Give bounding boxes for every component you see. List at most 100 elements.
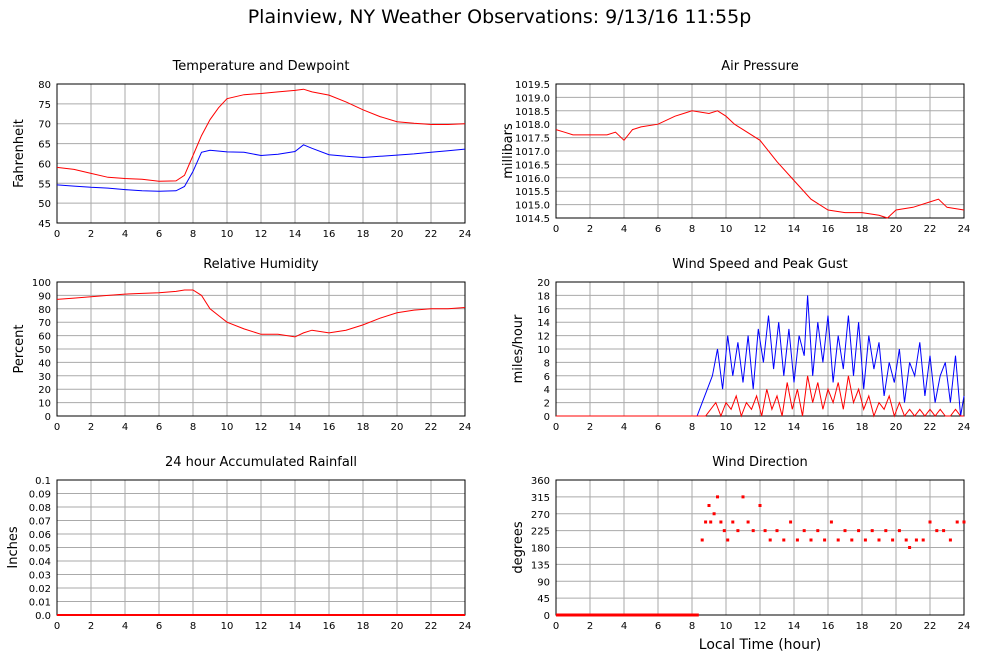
y-tick-label: 20 xyxy=(38,385,51,396)
direction-point xyxy=(921,538,925,542)
y-tick-label: 6 xyxy=(544,372,550,383)
x-tick-label: 8 xyxy=(190,229,196,240)
y-tick-label: 90 xyxy=(537,577,550,588)
x-tick-label: 0 xyxy=(553,224,559,235)
x-tick-label: 4 xyxy=(122,229,128,240)
direction-point xyxy=(704,520,708,524)
direction-point xyxy=(802,529,806,533)
x-tick-label: 20 xyxy=(890,422,903,433)
y-tick-label: 270 xyxy=(531,510,550,521)
chart-title: Wind Speed and Peak Gust xyxy=(672,257,847,272)
y-tick-label: 55 xyxy=(38,179,51,190)
y-tick-label: 1015.0 xyxy=(515,201,550,212)
x-tick-label: 8 xyxy=(689,621,695,632)
direction-point xyxy=(719,520,723,524)
direction-point xyxy=(843,529,847,533)
y-tick-label: 1018.0 xyxy=(515,120,550,131)
direction-point xyxy=(775,529,779,533)
x-tick-label: 20 xyxy=(890,621,903,632)
y-tick-label: 1015.5 xyxy=(515,187,550,198)
y-tick-label: 12 xyxy=(537,332,550,343)
x-tick-label: 14 xyxy=(289,422,302,433)
x-tick-label: 20 xyxy=(391,422,404,433)
x-tick-label: 8 xyxy=(190,422,196,433)
x-tick-label: 0 xyxy=(553,422,559,433)
x-tick-label: 18 xyxy=(357,422,370,433)
x-tick-label: 24 xyxy=(459,229,472,240)
y-tick-label: 90 xyxy=(38,291,51,302)
x-tick-label: 10 xyxy=(221,621,234,632)
y-tick-label: 1016.0 xyxy=(515,174,550,185)
x-tick-label: 18 xyxy=(357,229,370,240)
direction-point xyxy=(857,529,861,533)
direction-point xyxy=(897,529,901,533)
direction-point xyxy=(731,520,735,524)
y-tick-label: 60 xyxy=(38,159,51,170)
x-tick-label: 16 xyxy=(323,621,336,632)
x-tick-label: 4 xyxy=(621,224,627,235)
x-tick-label: 6 xyxy=(655,422,661,433)
x-tick-label: 4 xyxy=(621,621,627,632)
x-tick-label: 22 xyxy=(425,229,438,240)
y-tick-label: 80 xyxy=(38,305,51,316)
y-tick-label: 0.01 xyxy=(29,598,51,609)
y-tick-label: 14 xyxy=(537,318,550,329)
y-tick-label: 180 xyxy=(531,544,550,555)
x-tick-label: 22 xyxy=(425,422,438,433)
direction-point xyxy=(877,538,881,542)
y-axis-label: Percent xyxy=(12,325,27,374)
x-tick-label: 22 xyxy=(924,224,937,235)
x-tick-label: 4 xyxy=(122,621,128,632)
x-tick-label: 12 xyxy=(255,422,268,433)
x-tick-label: 22 xyxy=(924,422,937,433)
y-tick-label: 1017.0 xyxy=(515,147,550,158)
direction-point xyxy=(809,538,813,542)
x-tick-label: 2 xyxy=(88,621,94,632)
y-tick-label: 45 xyxy=(38,219,51,230)
x-tick-label: 20 xyxy=(391,229,404,240)
plot-frame xyxy=(555,479,965,616)
x-tick-label: 20 xyxy=(391,621,404,632)
direction-point xyxy=(823,538,827,542)
x-tick-label: 24 xyxy=(958,621,971,632)
x-tick-label: 14 xyxy=(788,224,801,235)
y-tick-label: 1018.5 xyxy=(515,107,550,118)
y-tick-label: 0.06 xyxy=(29,530,51,541)
y-tick-label: 0.1 xyxy=(35,476,51,487)
direction-point xyxy=(948,538,952,542)
y-tick-label: 0.05 xyxy=(29,544,51,555)
direction-point xyxy=(716,495,719,499)
x-tick-label: 8 xyxy=(689,422,695,433)
direction-point xyxy=(700,538,704,542)
x-tick-label: 2 xyxy=(587,422,593,433)
chart-title: Temperature and Dewpoint xyxy=(172,59,350,74)
y-tick-label: 50 xyxy=(38,199,51,210)
y-tick-label: 80 xyxy=(38,80,51,91)
x-tick-label: 10 xyxy=(720,621,733,632)
y-tick-label: 0.0 xyxy=(35,611,51,622)
direction-point xyxy=(942,529,946,533)
direction-point xyxy=(795,538,799,542)
x-tick-label: 24 xyxy=(459,422,472,433)
x-tick-label: 22 xyxy=(425,621,438,632)
x-tick-label: 6 xyxy=(655,621,661,632)
y-tick-label: 0.09 xyxy=(29,490,51,501)
direction-point xyxy=(836,538,840,542)
x-tick-label: 20 xyxy=(890,224,903,235)
direction-point xyxy=(741,495,745,499)
x-tick-label: 4 xyxy=(621,422,627,433)
direction-point xyxy=(712,512,716,516)
x-tick-label: 6 xyxy=(655,224,661,235)
direction-point xyxy=(914,538,918,542)
y-tick-label: 70 xyxy=(38,120,51,131)
direction-point xyxy=(758,504,762,507)
plot-frame xyxy=(555,83,965,219)
x-tick-label: 16 xyxy=(323,422,336,433)
direction-point xyxy=(935,529,939,533)
y-tick-label: 4 xyxy=(544,385,550,396)
y-axis-label: millibars xyxy=(501,123,516,179)
